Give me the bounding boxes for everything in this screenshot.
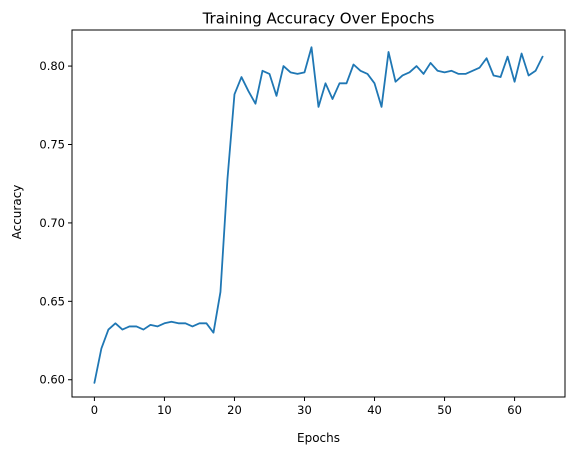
y-tick-label: 0.60	[39, 373, 65, 387]
x-axis-ticks: 0 10 20 30 40 50 60	[91, 397, 522, 417]
plot-frame	[71, 29, 566, 398]
accuracy-line	[93, 46, 544, 384]
y-tick-label: 0.65	[39, 294, 65, 308]
x-tick-label: 50	[437, 403, 452, 417]
chart-title: Training Accuracy Over Epochs	[202, 10, 435, 28]
x-tick-label: 30	[297, 403, 312, 417]
x-tick-label: 0	[91, 403, 98, 417]
series-layer	[93, 46, 544, 384]
y-axis-label: Accuracy	[10, 185, 24, 240]
x-tick-label: 40	[367, 403, 382, 417]
x-tick-label: 10	[157, 403, 172, 417]
y-axis-ticks: 0.60 0.65 0.70 0.75 0.80	[39, 59, 72, 387]
x-tick-label: 20	[227, 403, 242, 417]
y-tick-label: 0.70	[39, 216, 65, 230]
y-tick-label: 0.80	[39, 59, 65, 73]
y-tick-label: 0.75	[39, 137, 65, 151]
x-axis-label: Epochs	[297, 431, 340, 445]
x-tick-label: 60	[507, 403, 522, 417]
